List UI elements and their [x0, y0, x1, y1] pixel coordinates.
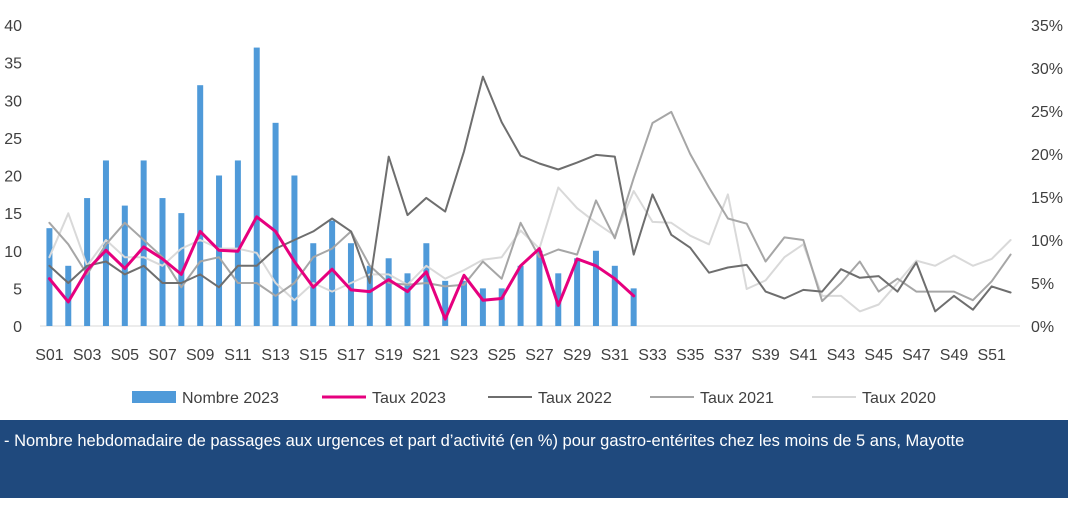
bar [385, 258, 392, 326]
y-right-tick-label: 35% [1031, 18, 1063, 35]
right-axis-ticks: 0% 5% 10% 15% 20% 25% 30% 35% [1031, 18, 1063, 336]
bar [310, 243, 317, 326]
x-tick-label: S17 [337, 347, 366, 364]
x-tick-label: S23 [450, 347, 479, 364]
bar [498, 288, 505, 326]
bar [592, 250, 599, 326]
x-tick-label: S01 [35, 347, 64, 364]
bar [630, 288, 637, 326]
x-tick-label: S43 [827, 347, 856, 364]
x-tick-label: S21 [412, 347, 441, 364]
bar-series-nombre-2023 [46, 47, 637, 326]
y-right-tick-label: 20% [1031, 147, 1063, 164]
x-tick-label: S15 [299, 347, 328, 364]
x-tick-label: S13 [261, 347, 290, 364]
y-left-tick-label: 35 [4, 56, 22, 73]
x-tick-label: S05 [111, 347, 140, 364]
bar [479, 288, 486, 326]
bar [140, 160, 147, 326]
bar [611, 265, 618, 326]
x-tick-label: S19 [374, 347, 403, 364]
y-left-tick-label: 0 [13, 319, 22, 336]
legend-label: Taux 2021 [700, 390, 774, 407]
x-tick-label: S51 [977, 347, 1006, 364]
legend-label: Taux 2023 [372, 390, 446, 407]
figure-caption: - Nombre hebdomadaire de passages aux ur… [4, 432, 965, 450]
bar [253, 47, 260, 326]
y-left-tick-label: 5 [13, 281, 22, 298]
caption-band: - Nombre hebdomadaire de passages aux ur… [0, 420, 1068, 498]
bar [536, 250, 543, 326]
legend-swatch-bar [132, 391, 176, 403]
legend-label: Taux 2022 [538, 390, 612, 407]
line-series-group [47, 75, 1012, 321]
y-right-tick-label: 25% [1031, 104, 1063, 121]
bar [517, 265, 524, 326]
bar [291, 175, 298, 326]
bar [121, 205, 128, 326]
x-tick-label: S33 [638, 347, 667, 364]
y-right-tick-label: 0% [1031, 319, 1054, 336]
legend: Nombre 2023 Taux 2023 Taux 2022 Taux 2021 Ta… [132, 390, 936, 407]
x-tick-label: S47 [902, 347, 931, 364]
bar [461, 280, 468, 326]
bar [442, 280, 449, 326]
y-right-tick-label: 10% [1031, 233, 1063, 250]
bar [423, 243, 430, 326]
x-tick-label: S31 [601, 347, 630, 364]
bar [404, 273, 411, 326]
x-tick-label: S09 [186, 347, 215, 364]
legend-label: Taux 2020 [862, 390, 936, 407]
x-tick-label: S29 [563, 347, 592, 364]
x-tick-label: S45 [864, 347, 893, 364]
y-left-tick-label: 25 [4, 131, 22, 148]
bar [178, 213, 185, 326]
bar [46, 228, 53, 326]
y-right-tick-label: 5% [1031, 276, 1054, 293]
x-tick-label: S35 [676, 347, 705, 364]
x-axis-ticks: S01 S03 S05 S07 S09 S11 S13 S15 S17 S19 S21 S23 S25 S… [35, 347, 1006, 364]
x-tick-label: S03 [73, 347, 102, 364]
bar [159, 198, 166, 326]
y-left-tick-label: 10 [4, 244, 22, 261]
bar [555, 273, 562, 326]
bar [329, 220, 336, 326]
y-right-tick-label: 15% [1031, 190, 1063, 207]
x-tick-label: S49 [940, 347, 969, 364]
x-tick-label: S07 [148, 347, 177, 364]
x-tick-label: S41 [789, 347, 818, 364]
y-left-tick-label: 20 [4, 169, 22, 186]
y-left-tick-label: 40 [4, 18, 22, 35]
series-line-taux-2022 [48, 75, 1012, 313]
series-line-taux-2023 [47, 215, 636, 321]
bar [347, 243, 354, 326]
legend-label: Nombre 2023 [182, 390, 279, 407]
x-tick-label: S25 [487, 347, 516, 364]
x-tick-label: S11 [224, 347, 251, 364]
left-axis-ticks: 0 5 10 15 20 25 30 35 40 [4, 18, 22, 336]
bar [65, 265, 72, 326]
series-line-taux-2021 [48, 110, 1012, 303]
bar [272, 122, 279, 326]
x-tick-label: S27 [525, 347, 554, 364]
bar [574, 258, 581, 326]
bar [366, 265, 373, 326]
bar [84, 198, 91, 326]
x-tick-label: S37 [714, 347, 743, 364]
y-left-tick-label: 15 [4, 206, 22, 223]
y-right-tick-label: 30% [1031, 61, 1063, 78]
x-tick-label: S39 [751, 347, 780, 364]
y-left-tick-label: 30 [4, 93, 22, 110]
bar [234, 160, 241, 326]
bar [197, 85, 204, 326]
